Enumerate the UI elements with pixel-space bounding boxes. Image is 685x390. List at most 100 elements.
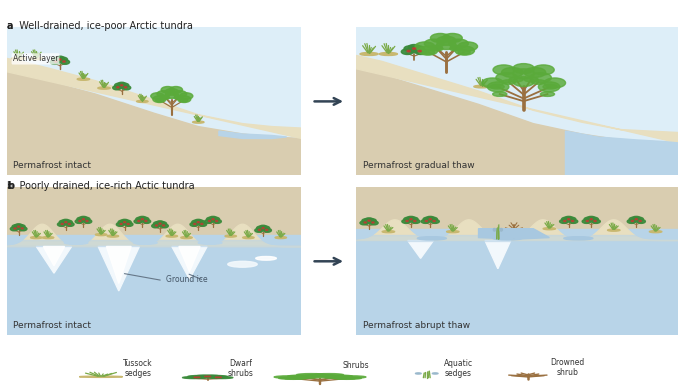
Circle shape (17, 225, 25, 229)
Circle shape (138, 220, 140, 222)
Circle shape (594, 220, 596, 222)
Circle shape (77, 217, 85, 221)
Circle shape (61, 223, 63, 225)
Circle shape (214, 220, 221, 223)
Polygon shape (479, 229, 549, 239)
Circle shape (362, 219, 371, 223)
Polygon shape (485, 241, 511, 269)
Circle shape (627, 220, 636, 223)
Ellipse shape (543, 85, 557, 89)
Circle shape (114, 83, 123, 87)
Ellipse shape (174, 96, 182, 99)
Ellipse shape (161, 96, 169, 99)
Text: Active layer: Active layer (13, 54, 58, 64)
Ellipse shape (29, 57, 43, 60)
Circle shape (190, 222, 198, 226)
Circle shape (632, 216, 640, 220)
Circle shape (423, 217, 432, 221)
Circle shape (204, 376, 227, 378)
Text: Drowned
shrub: Drowned shrub (550, 358, 584, 377)
Ellipse shape (256, 257, 276, 260)
Circle shape (314, 374, 343, 376)
Circle shape (216, 220, 218, 222)
Circle shape (370, 221, 378, 225)
Circle shape (206, 217, 214, 221)
Circle shape (177, 96, 190, 103)
Bar (7, 235, 301, 335)
Circle shape (530, 73, 551, 83)
Polygon shape (356, 55, 678, 143)
Circle shape (632, 220, 634, 222)
Text: Shrubs: Shrubs (342, 360, 369, 370)
Circle shape (429, 219, 432, 220)
Circle shape (365, 218, 373, 222)
Circle shape (493, 65, 514, 75)
Circle shape (368, 219, 376, 223)
Circle shape (79, 216, 87, 220)
Circle shape (59, 220, 67, 224)
Ellipse shape (181, 237, 192, 239)
Circle shape (257, 226, 264, 230)
Ellipse shape (227, 261, 257, 267)
Polygon shape (7, 224, 301, 246)
Ellipse shape (325, 377, 343, 378)
Circle shape (134, 220, 142, 223)
Polygon shape (179, 246, 200, 272)
Ellipse shape (242, 237, 254, 239)
Circle shape (19, 227, 27, 231)
Circle shape (629, 217, 638, 221)
Ellipse shape (42, 237, 53, 239)
Circle shape (424, 39, 444, 48)
Circle shape (123, 220, 132, 224)
Circle shape (66, 222, 74, 226)
Circle shape (62, 219, 70, 223)
Circle shape (215, 377, 221, 378)
Circle shape (86, 220, 88, 222)
Ellipse shape (296, 377, 314, 378)
Circle shape (212, 217, 220, 221)
Circle shape (410, 219, 412, 220)
Polygon shape (36, 246, 72, 273)
Circle shape (406, 220, 408, 222)
Circle shape (582, 220, 590, 223)
Circle shape (52, 57, 62, 62)
Circle shape (64, 222, 67, 223)
Circle shape (169, 87, 182, 93)
Circle shape (121, 219, 129, 223)
Ellipse shape (493, 237, 522, 240)
Circle shape (123, 222, 126, 223)
Circle shape (419, 46, 438, 55)
Circle shape (333, 377, 362, 379)
Circle shape (155, 225, 158, 226)
Circle shape (586, 220, 588, 222)
Circle shape (15, 224, 23, 228)
Circle shape (426, 216, 434, 220)
Ellipse shape (198, 241, 222, 244)
Circle shape (407, 216, 415, 220)
Ellipse shape (493, 92, 507, 96)
Circle shape (113, 86, 121, 90)
Ellipse shape (134, 241, 157, 244)
Circle shape (58, 57, 68, 62)
Circle shape (571, 220, 574, 222)
Circle shape (165, 92, 178, 98)
Circle shape (592, 220, 600, 223)
Text: Permafrost gradual thaw: Permafrost gradual thaw (362, 161, 474, 170)
Circle shape (196, 375, 219, 377)
Circle shape (116, 222, 124, 226)
Ellipse shape (360, 53, 378, 55)
Circle shape (121, 221, 129, 225)
Circle shape (255, 229, 262, 232)
Ellipse shape (524, 77, 538, 82)
Text: Permafrost intact: Permafrost intact (13, 321, 90, 330)
Circle shape (79, 218, 87, 222)
Text: b: b (7, 181, 14, 191)
Ellipse shape (337, 378, 355, 379)
Circle shape (121, 85, 123, 86)
Circle shape (197, 220, 205, 224)
Ellipse shape (179, 99, 188, 102)
Circle shape (12, 225, 20, 229)
Circle shape (141, 217, 149, 221)
Ellipse shape (543, 228, 556, 230)
Circle shape (538, 82, 560, 92)
